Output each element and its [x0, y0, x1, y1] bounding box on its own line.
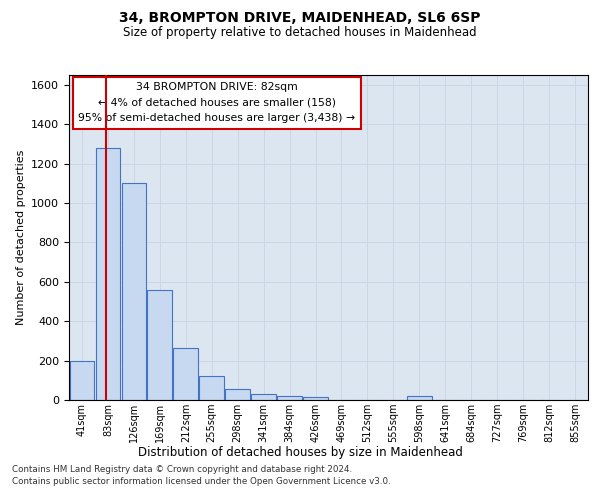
- Text: Size of property relative to detached houses in Maidenhead: Size of property relative to detached ho…: [123, 26, 477, 39]
- Bar: [277, 396, 302, 400]
- Bar: [70, 360, 94, 400]
- Bar: [95, 148, 120, 400]
- Bar: [148, 290, 172, 400]
- Bar: [303, 397, 328, 400]
- Bar: [199, 376, 224, 400]
- Bar: [407, 396, 431, 400]
- Bar: [226, 389, 250, 400]
- Text: 34 BROMPTON DRIVE: 82sqm
← 4% of detached houses are smaller (158)
95% of semi-d: 34 BROMPTON DRIVE: 82sqm ← 4% of detache…: [79, 82, 355, 123]
- Bar: [173, 348, 198, 400]
- Text: 34, BROMPTON DRIVE, MAIDENHEAD, SL6 6SP: 34, BROMPTON DRIVE, MAIDENHEAD, SL6 6SP: [119, 11, 481, 25]
- Bar: [122, 184, 146, 400]
- Bar: [251, 394, 276, 400]
- Y-axis label: Number of detached properties: Number of detached properties: [16, 150, 26, 325]
- Text: Contains HM Land Registry data © Crown copyright and database right 2024.: Contains HM Land Registry data © Crown c…: [12, 465, 352, 474]
- Text: Distribution of detached houses by size in Maidenhead: Distribution of detached houses by size …: [137, 446, 463, 459]
- Text: Contains public sector information licensed under the Open Government Licence v3: Contains public sector information licen…: [12, 477, 391, 486]
